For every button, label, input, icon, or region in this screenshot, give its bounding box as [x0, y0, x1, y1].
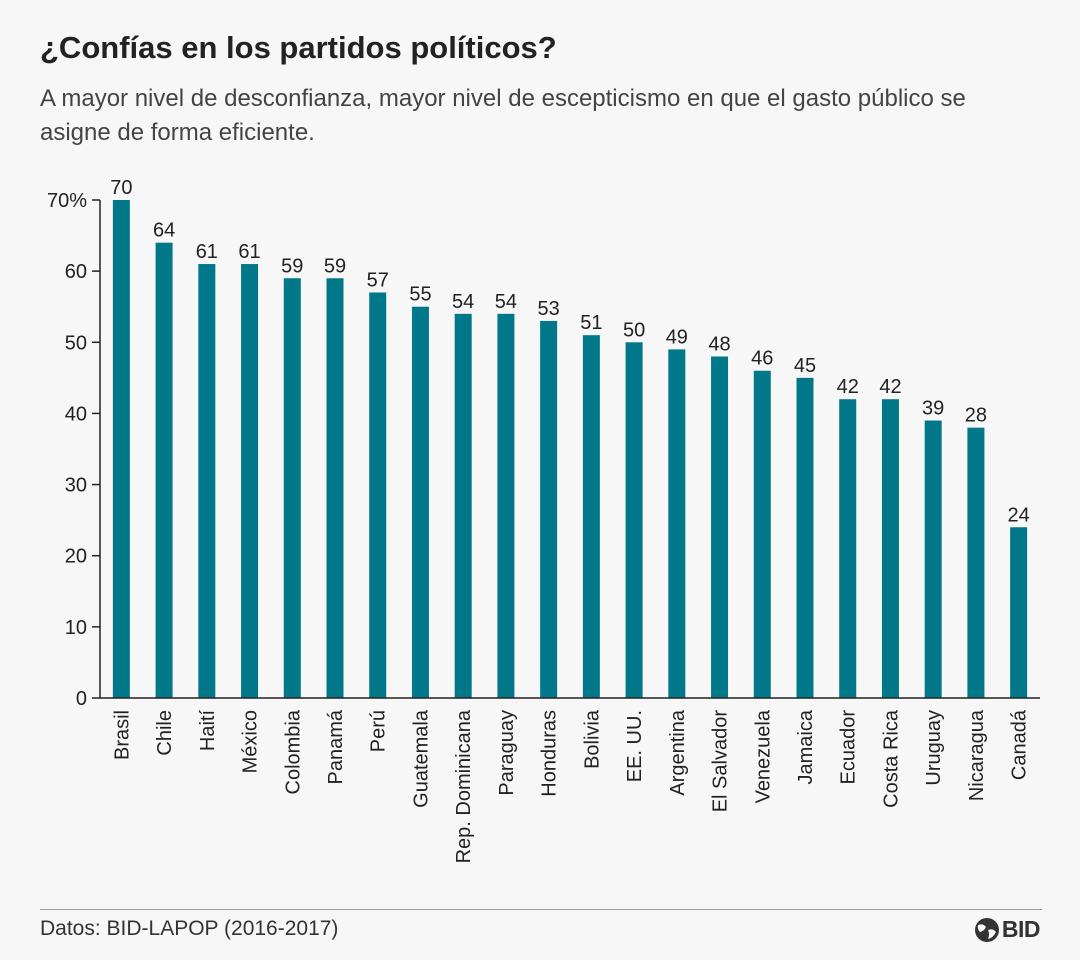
category-label: Argentina — [667, 709, 689, 795]
category-label: México — [240, 710, 262, 773]
chart-title: ¿Confías en los partidos políticos? — [40, 30, 557, 65]
bar — [198, 264, 216, 698]
logo-text: BID — [1001, 916, 1041, 942]
y-tick-label: 50 — [65, 332, 87, 354]
data-label: 48 — [708, 334, 730, 356]
category-label: Chile — [154, 710, 176, 756]
bar — [668, 349, 686, 698]
y-tick-label: 70% — [47, 190, 87, 212]
data-label: 28 — [965, 405, 987, 427]
bar — [1010, 527, 1028, 698]
data-label: 49 — [666, 326, 688, 348]
category-label: Perú — [368, 710, 390, 752]
data-label: 51 — [580, 312, 602, 334]
data-label: 54 — [452, 291, 474, 313]
y-tick-label: 60 — [65, 261, 87, 283]
bar — [540, 320, 558, 698]
bar — [283, 278, 301, 698]
category-label: Rep. Dominicana — [453, 709, 475, 863]
bar — [369, 292, 387, 698]
data-label: 64 — [153, 220, 175, 242]
footer-divider — [40, 909, 1042, 910]
bar — [112, 200, 130, 698]
category-label: Costa Rica — [880, 709, 902, 808]
data-label: 24 — [1008, 504, 1030, 526]
category-label: Venezuela — [752, 709, 774, 803]
source-note: Datos: BID-LAPOP (2016-2017) — [40, 917, 339, 940]
y-tick-label: 20 — [65, 546, 87, 568]
data-label: 61 — [196, 241, 218, 263]
category-label: Bolivia — [581, 709, 603, 769]
category-label: Paraguay — [496, 710, 518, 796]
bar — [326, 278, 344, 698]
data-label: 57 — [367, 269, 389, 291]
data-label: 70 — [110, 177, 132, 199]
bar-chart: 0 10 20 30 40 50 60 70% 70 Brasil 64 Chile 61 Haití 61… — [47, 177, 1040, 863]
bar — [967, 427, 985, 698]
y-tick-label: 10 — [65, 617, 87, 639]
bar — [582, 335, 600, 698]
bar — [497, 313, 515, 698]
bar — [796, 377, 814, 698]
y-tick-label: 40 — [65, 403, 87, 425]
bar — [753, 370, 771, 698]
data-label: 42 — [879, 376, 901, 398]
bar — [924, 420, 942, 698]
category-label: Nicaragua — [966, 709, 988, 801]
bar — [839, 399, 857, 698]
category-label: Panamá — [325, 709, 347, 784]
category-label: Guatemala — [410, 709, 432, 808]
data-label: 53 — [538, 298, 560, 320]
category-label: El Salvador — [710, 710, 732, 813]
category-label: Jamaica — [795, 709, 817, 784]
data-label: 39 — [922, 398, 944, 420]
chart-subtitle: A mayor nivel de desconfianza, mayor niv… — [40, 85, 966, 146]
bar — [241, 264, 259, 698]
bar — [411, 306, 429, 698]
data-label: 59 — [324, 255, 346, 277]
data-label: 50 — [623, 319, 645, 341]
bar — [454, 313, 472, 698]
data-label: 59 — [281, 255, 303, 277]
category-label: Colombia — [282, 709, 304, 794]
globe-icon — [974, 917, 999, 942]
bar — [625, 342, 643, 698]
category-label: Honduras — [539, 710, 561, 797]
bar — [881, 399, 899, 698]
category-label: Ecuador — [838, 710, 860, 785]
data-label: 61 — [238, 241, 260, 263]
data-label: 45 — [794, 355, 816, 377]
bid-logo: BID — [974, 916, 1041, 943]
category-label: Brasil — [111, 710, 133, 760]
category-label: EE. UU. — [624, 710, 646, 782]
category-label: Canadá — [1009, 709, 1031, 780]
category-label: Haití — [197, 710, 219, 752]
data-label: 42 — [837, 376, 859, 398]
category-label: Uruguay — [923, 710, 945, 786]
bar — [711, 356, 729, 698]
data-label: 54 — [495, 291, 517, 313]
data-label: 46 — [751, 348, 773, 370]
bar — [155, 242, 173, 698]
data-label: 55 — [409, 284, 431, 306]
y-tick-label: 30 — [65, 475, 87, 497]
y-tick-label: 0 — [76, 688, 87, 710]
